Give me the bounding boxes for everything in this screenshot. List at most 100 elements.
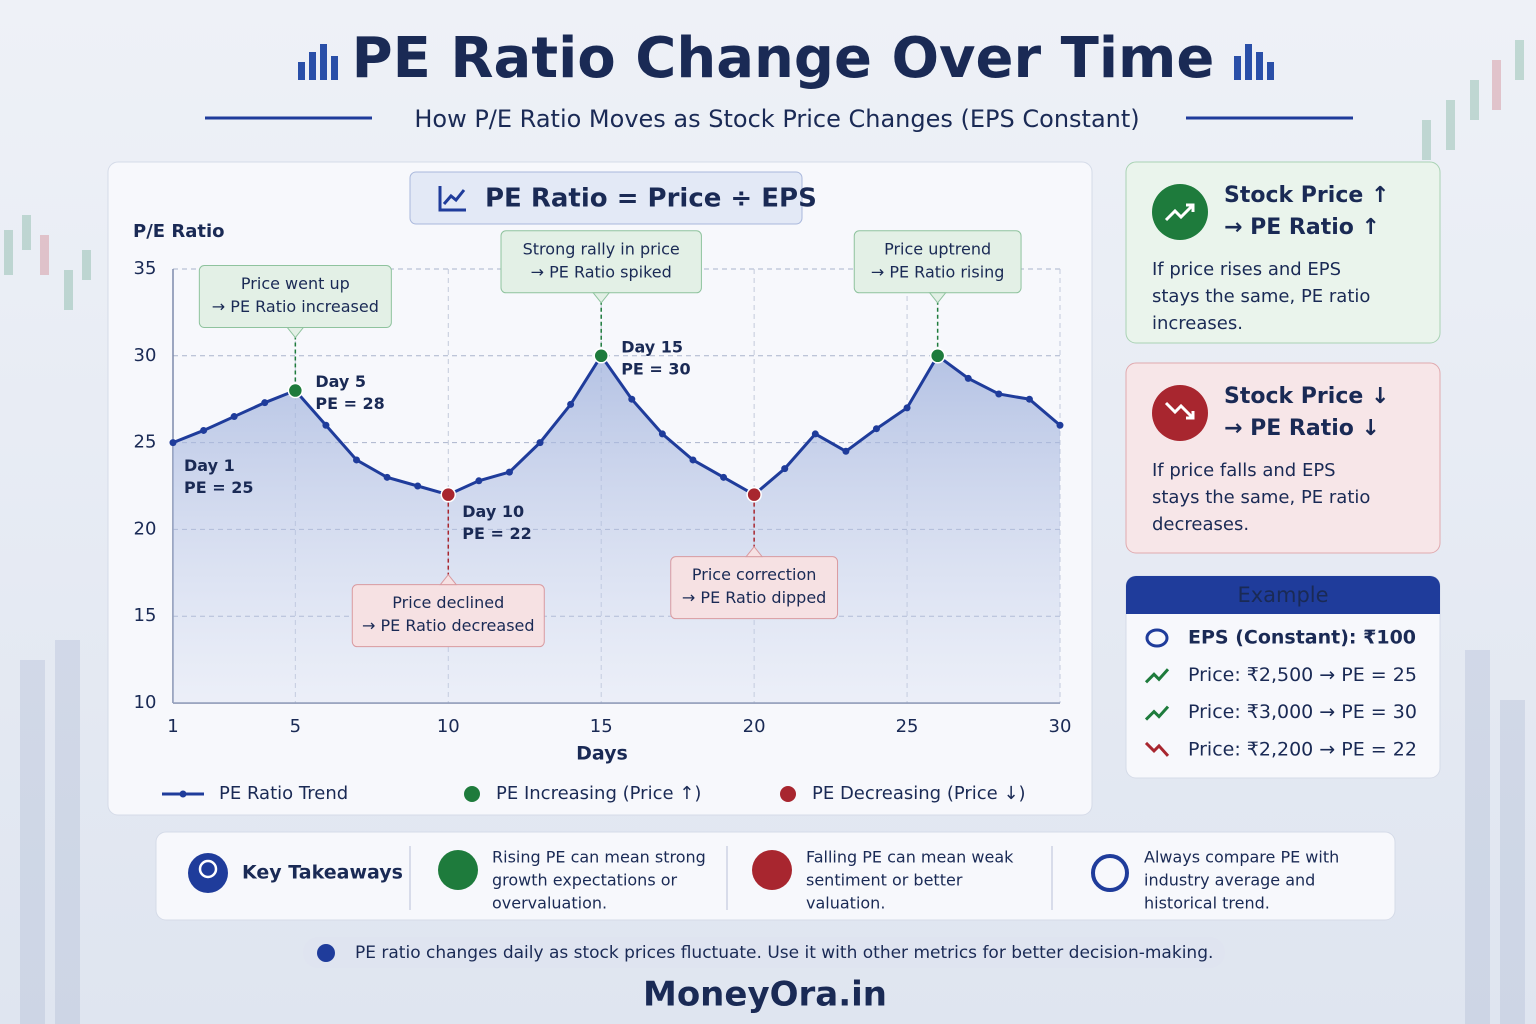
point	[995, 390, 1003, 398]
point	[689, 456, 697, 464]
info-icon	[317, 944, 335, 962]
x-tick-label: 25	[896, 716, 919, 737]
marker	[746, 486, 762, 503]
takeaway-text: Rising PE can mean strong	[492, 848, 706, 867]
point	[658, 430, 666, 438]
card-icon	[1152, 184, 1208, 240]
point-label: Day 5	[315, 372, 366, 391]
point-label: PE = 22	[462, 524, 531, 543]
decor-candles	[4, 40, 1525, 1024]
card-body: If price falls and EPS	[1152, 460, 1336, 481]
line	[172, 353, 1061, 497]
point	[1025, 395, 1033, 403]
card-body: decreases.	[1152, 514, 1249, 535]
point	[781, 465, 789, 473]
point	[414, 482, 422, 490]
point	[628, 395, 636, 403]
example-title: Example	[1237, 583, 1328, 607]
takeaway-text: valuation.	[806, 894, 885, 913]
takeaway-text: industry average and	[1144, 871, 1315, 890]
callout-text: → PE Ratio spiked	[531, 262, 672, 281]
point-label: Day 15	[621, 337, 683, 356]
x-tick-label: 5	[290, 716, 301, 737]
legend-label: PE Decreasing (Price ↓)	[812, 783, 1026, 804]
callout-text: → PE Ratio increased	[212, 297, 379, 316]
point	[720, 473, 728, 481]
point	[353, 456, 361, 464]
formula-icon	[438, 186, 466, 212]
example-header	[1126, 576, 1440, 614]
y-tick-label: 15	[134, 605, 157, 626]
row-icon	[1145, 628, 1169, 648]
point	[230, 413, 238, 421]
legend-label: PE Ratio Trend	[219, 783, 348, 804]
x-tick-label: 30	[1049, 716, 1072, 737]
note: PE ratio changes daily as stock prices f…	[355, 943, 1213, 963]
card-title: Stock Price ↑	[1224, 183, 1389, 208]
point	[322, 421, 330, 429]
brand: MoneyOra.in	[643, 975, 887, 1015]
row-icon	[1144, 741, 1170, 757]
callout-pointer	[592, 292, 611, 304]
page-subtitle: How P/E Ratio Moves as Stock Price Chang…	[414, 105, 1139, 133]
point-label: PE = 25	[184, 478, 253, 497]
point	[872, 425, 880, 433]
x-tick-label: 15	[590, 716, 613, 737]
example-row: Price: ₹3,000 → PE = 30	[1188, 701, 1417, 723]
point-label: Day 1	[184, 456, 235, 475]
title-icon	[298, 44, 338, 80]
callout-text: Strong rally in price	[523, 239, 680, 258]
card-body: increases.	[1152, 313, 1243, 334]
point	[261, 399, 269, 407]
card-body: stays the same, PE ratio	[1152, 487, 1370, 508]
marker	[287, 382, 304, 399]
point	[567, 400, 575, 408]
callout-text: → PE Ratio rising	[871, 262, 1005, 281]
callout-text: Price declined	[392, 593, 504, 612]
bulb	[198, 859, 218, 879]
marker	[440, 486, 457, 503]
callout-pointer	[928, 292, 947, 304]
legend-marker	[464, 786, 480, 802]
point	[964, 374, 972, 382]
card-body: If price rises and EPS	[1152, 259, 1341, 280]
takeaway-icon	[1091, 854, 1129, 892]
card-icon-arrow	[1164, 401, 1195, 420]
card-title: Stock Price ↓	[1224, 384, 1389, 409]
point	[169, 439, 177, 447]
callout-text: Price correction	[692, 565, 817, 584]
x-tick-label: 10	[437, 716, 460, 737]
y-tick-label: 30	[134, 345, 157, 366]
takeaway-text: overvaluation.	[492, 894, 607, 913]
formula: PE Ratio = Price ÷ EPS	[485, 184, 817, 214]
title-icon	[1234, 44, 1274, 80]
takeaway-icon	[188, 853, 228, 893]
note-pill	[303, 937, 1225, 968]
legend-label: PE Increasing (Price ↑)	[496, 783, 701, 804]
point	[842, 447, 850, 455]
example-row: Price: ₹2,500 → PE = 25	[1188, 664, 1417, 686]
point	[811, 430, 819, 438]
legend-marker	[780, 786, 796, 802]
formula-box	[409, 171, 803, 225]
takeaways-title: Key Takeaways	[242, 862, 403, 884]
row-icon	[1144, 705, 1170, 721]
callout-pointer	[286, 327, 305, 339]
callout-text: Price went up	[241, 274, 350, 293]
takeaway-text: growth expectations or	[492, 871, 678, 890]
example-row: EPS (Constant): ₹100	[1188, 627, 1416, 649]
point-label: PE = 28	[315, 394, 384, 413]
takeaway-icon	[752, 850, 792, 890]
callout-text: → PE Ratio dipped	[682, 588, 826, 607]
y-tick-label: 10	[134, 692, 157, 713]
card-body: stays the same, PE ratio	[1152, 286, 1370, 307]
callout-text: → PE Ratio decreased	[362, 616, 535, 635]
point	[1056, 421, 1064, 429]
y-tick-label: 25	[134, 432, 157, 453]
example-row: Price: ₹2,200 → PE = 22	[1188, 738, 1417, 760]
y-tick-label: 35	[134, 258, 157, 279]
callout-text: Price uptrend	[884, 239, 991, 258]
card-title: → PE Ratio ↓	[1224, 416, 1380, 441]
point	[475, 477, 483, 485]
